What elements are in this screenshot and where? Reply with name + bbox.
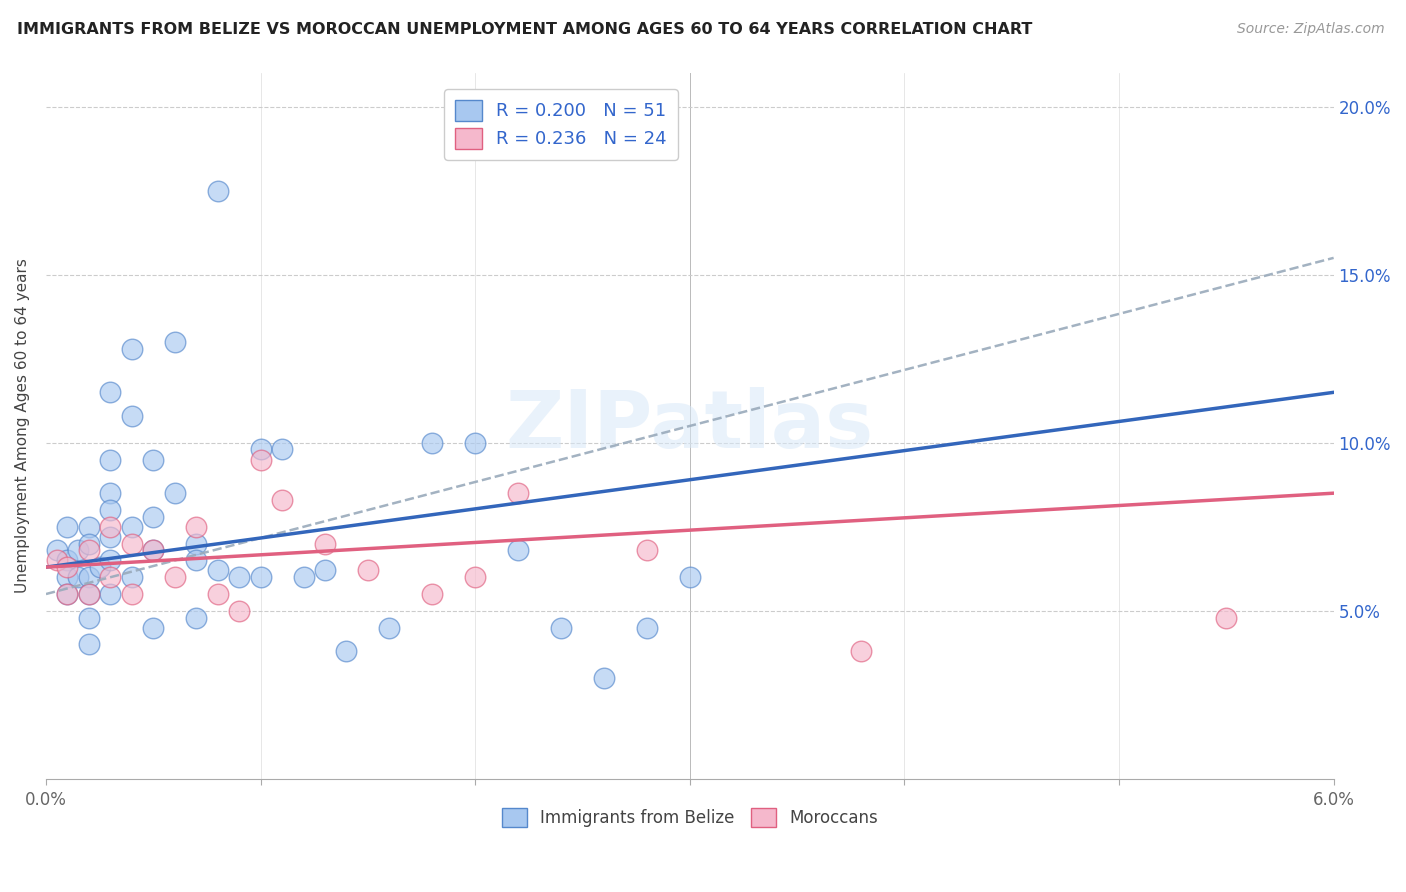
Point [851, 644, 873, 658]
Point [593, 671, 616, 685]
Point [271, 442, 294, 457]
Point [357, 564, 380, 578]
Point [142, 543, 165, 558]
Point [186, 610, 208, 624]
Point [121, 536, 143, 550]
Y-axis label: Unemployment Among Ages 60 to 64 years: Unemployment Among Ages 60 to 64 years [15, 259, 30, 593]
Point [163, 570, 186, 584]
Point [77, 637, 100, 651]
Point [464, 570, 486, 584]
Point [228, 570, 250, 584]
Point [98, 587, 121, 601]
Point [1215, 610, 1237, 624]
Point [163, 334, 186, 349]
Point [550, 621, 572, 635]
Point [77, 587, 100, 601]
Point [98, 503, 121, 517]
Point [508, 543, 530, 558]
Text: Source: ZipAtlas.com: Source: ZipAtlas.com [1237, 22, 1385, 37]
Text: ZIPatlas: ZIPatlas [506, 387, 875, 465]
Point [98, 452, 121, 467]
Point [56, 570, 79, 584]
Point [249, 442, 271, 457]
Point [98, 553, 121, 567]
Point [77, 610, 100, 624]
Point [56, 587, 79, 601]
Legend: Immigrants from Belize, Moroccans: Immigrants from Belize, Moroccans [495, 802, 884, 834]
Point [314, 564, 336, 578]
Point [142, 621, 165, 635]
Point [56, 520, 79, 534]
Point [249, 570, 271, 584]
Point [56, 587, 79, 601]
Point [420, 435, 443, 450]
Point [98, 486, 121, 500]
Point [98, 520, 121, 534]
Point [121, 342, 143, 356]
Point [142, 543, 165, 558]
Point [420, 587, 443, 601]
Point [142, 509, 165, 524]
Point [207, 184, 229, 198]
Point [56, 553, 79, 567]
Point [121, 409, 143, 423]
Point [45, 543, 67, 558]
Point [67, 570, 90, 584]
Point [77, 587, 100, 601]
Point [314, 536, 336, 550]
Point [508, 486, 530, 500]
Point [142, 452, 165, 467]
Text: IMMIGRANTS FROM BELIZE VS MOROCCAN UNEMPLOYMENT AMONG AGES 60 TO 64 YEARS CORREL: IMMIGRANTS FROM BELIZE VS MOROCCAN UNEMP… [17, 22, 1032, 37]
Point [464, 435, 486, 450]
Point [186, 553, 208, 567]
Point [98, 530, 121, 544]
Point [271, 492, 294, 507]
Point [98, 570, 121, 584]
Point [77, 543, 100, 558]
Point [378, 621, 401, 635]
Point [89, 560, 111, 574]
Point [207, 587, 229, 601]
Point [636, 543, 658, 558]
Point [77, 536, 100, 550]
Point [121, 570, 143, 584]
Point [679, 570, 702, 584]
Point [45, 553, 67, 567]
Point [121, 587, 143, 601]
Point [636, 621, 658, 635]
Point [249, 452, 271, 467]
Point [335, 644, 357, 658]
Point [207, 564, 229, 578]
Point [186, 520, 208, 534]
Point [56, 560, 79, 574]
Point [163, 486, 186, 500]
Point [292, 570, 315, 584]
Point [98, 385, 121, 400]
Point [77, 570, 100, 584]
Point [121, 520, 143, 534]
Point [186, 536, 208, 550]
Point [228, 604, 250, 618]
Point [77, 520, 100, 534]
Point [67, 543, 90, 558]
